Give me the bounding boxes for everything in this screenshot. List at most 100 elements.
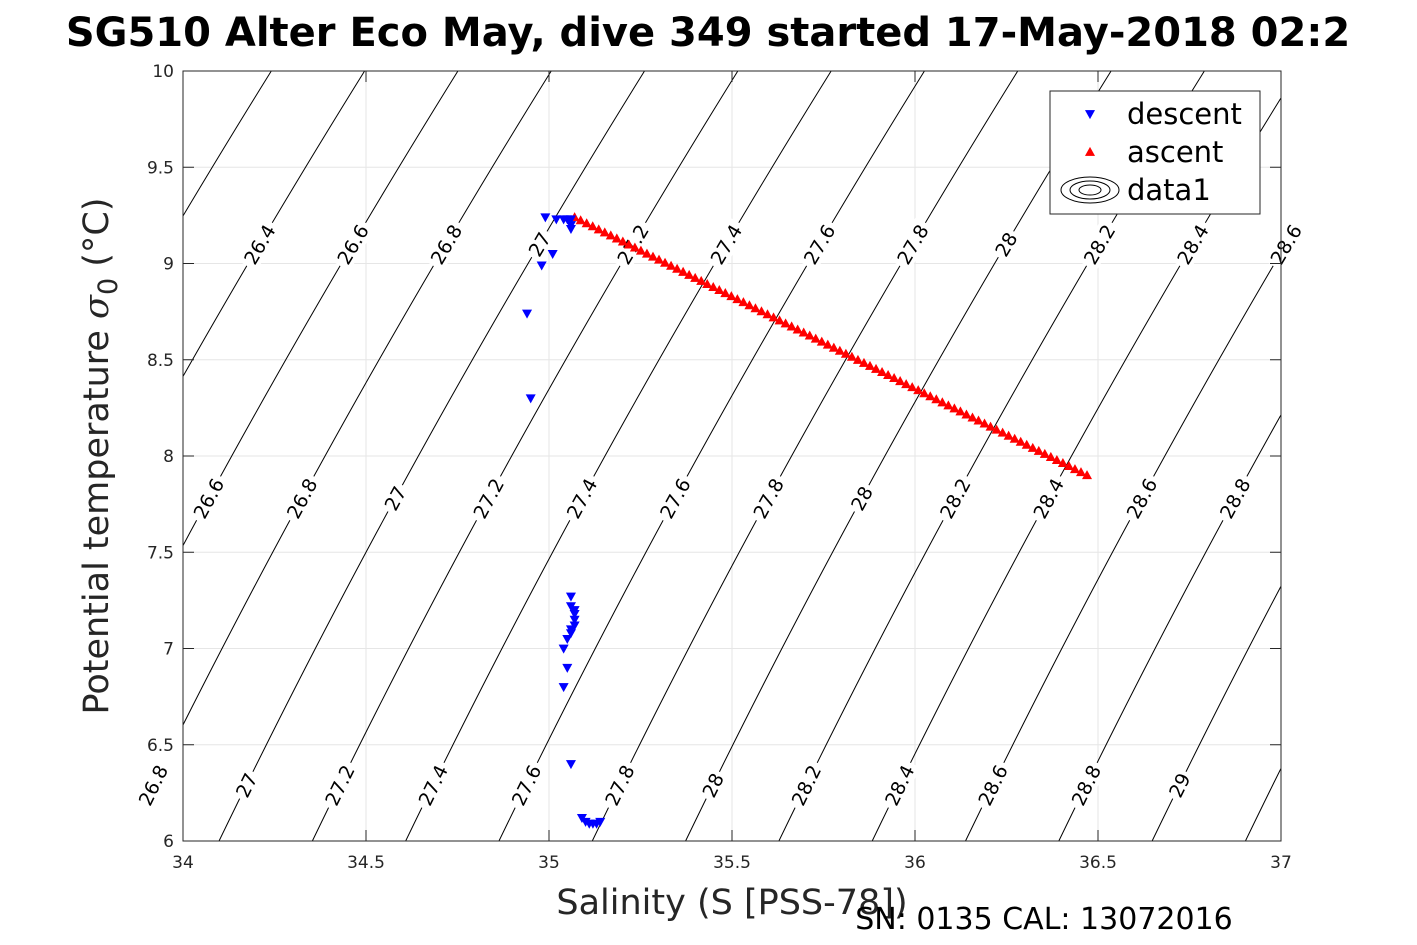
isopycnal-label-group: 28 xyxy=(696,766,730,804)
isopycnal-label-gap xyxy=(653,471,697,526)
descent-point xyxy=(551,215,562,225)
descent-point xyxy=(547,249,558,259)
isopycnal-label-gap xyxy=(933,471,977,526)
isopycnal-label: 27.6 xyxy=(508,762,546,810)
isopycnal-label: 27.8 xyxy=(601,762,639,810)
ascent-point xyxy=(919,388,930,398)
ascent-point xyxy=(720,288,731,298)
x-tick-label: 35 xyxy=(538,853,560,873)
ascent-point xyxy=(654,254,665,264)
legend-marker-descent xyxy=(1084,110,1096,120)
descent-point xyxy=(540,213,551,223)
isopycnal-label-group: 27.8 xyxy=(746,471,790,526)
ascent-point xyxy=(1039,448,1050,458)
ascent-point xyxy=(744,300,755,310)
isopycnal-line xyxy=(183,71,272,217)
ascent-point xyxy=(997,427,1008,437)
ascent-point xyxy=(708,281,719,291)
ascent-point xyxy=(967,412,978,422)
ascent-point xyxy=(858,357,869,367)
descent-point xyxy=(565,629,576,639)
isopycnal-label-group: 28 xyxy=(844,479,879,517)
x-tick-label: 35.5 xyxy=(713,853,751,873)
isopycnal-label-gap xyxy=(797,217,842,272)
isopycnal-label-group: 28.8 xyxy=(1213,471,1257,526)
ascent-point xyxy=(901,379,912,389)
ascent-point xyxy=(846,351,857,361)
isopycnal-label-group: 28 xyxy=(988,225,1024,263)
isopycnal-label: 28.2 xyxy=(788,762,826,810)
isopycnal-label-gap xyxy=(971,757,1014,813)
isopycnal-label: 28 xyxy=(991,229,1022,261)
x-tick-label: 36 xyxy=(904,853,926,873)
isopycnal-label-group: 27.2 xyxy=(318,757,361,813)
ascent-point xyxy=(985,421,996,431)
isopycnal-label-gap xyxy=(1263,217,1309,272)
y-axis-label-suffix: (°C) xyxy=(77,197,117,277)
ascent-point xyxy=(979,418,990,428)
ascent-series xyxy=(569,212,1093,480)
isopycnal-label-group: 28.6 xyxy=(1119,471,1164,526)
isopycnal-line xyxy=(965,251,1281,841)
ascent-point xyxy=(943,400,954,410)
ascent-point xyxy=(1027,442,1038,452)
isopycnal-label: 27.2 xyxy=(321,762,359,810)
ascent-point xyxy=(605,230,616,240)
y-axis-label-symbol: σ xyxy=(77,294,117,319)
x-tick-label: 34 xyxy=(172,853,194,873)
isopycnal-line xyxy=(218,71,645,841)
ascent-point xyxy=(931,394,942,404)
isopycnal-label-gap xyxy=(560,471,604,526)
isopycnal-line xyxy=(1058,413,1281,841)
isopycnal-label-group: 28.2 xyxy=(785,757,828,813)
isopycnal-label-gap xyxy=(878,757,921,813)
ascent-point xyxy=(750,303,761,313)
ascent-point xyxy=(1082,470,1093,480)
descent-point xyxy=(536,261,547,271)
isopycnal-label-group: 29 xyxy=(1162,766,1196,804)
isopycnal-line xyxy=(591,71,1019,841)
ascent-point xyxy=(581,218,592,228)
ascent-point xyxy=(762,309,773,319)
ascent-point xyxy=(889,373,900,383)
descent-point xyxy=(558,644,569,654)
ascent-point xyxy=(732,294,743,304)
ascent-point xyxy=(1021,439,1032,449)
ascent-point xyxy=(684,269,695,279)
ascent-point xyxy=(961,409,972,419)
y-tick-label: 6.5 xyxy=(147,736,174,756)
x-tick-label: 34.5 xyxy=(347,853,385,873)
isopycnal-label-gap xyxy=(1162,766,1196,804)
isopycnal-label-group: 27.8 xyxy=(598,757,641,813)
y-axis-label: Potential temperature σ0 (°C) xyxy=(77,197,124,714)
ascent-point xyxy=(780,318,791,328)
isopycnal-label-gap xyxy=(1065,757,1107,813)
descent-point xyxy=(565,224,576,234)
isopycnal-label-gap xyxy=(132,757,174,813)
ascent-point xyxy=(804,330,815,340)
isopycnal-label-group: 27.6 xyxy=(505,757,548,813)
ascent-point xyxy=(738,297,749,307)
ascent-point xyxy=(617,236,628,246)
legend-label-descent: descent xyxy=(1127,97,1242,131)
isopycnal-label-gap xyxy=(1119,471,1164,526)
isopycnal-labels: 26.4 26.6 26.8 27 27.2 27.4 27.6 27.8 28 28.2 28.4… xyxy=(132,217,1309,813)
ascent-point xyxy=(1015,436,1026,446)
isopycnal-label-gap xyxy=(330,217,375,272)
ascent-point xyxy=(1003,430,1014,440)
isopycnal-label-gap xyxy=(703,217,749,272)
isopycnal-line xyxy=(498,71,925,841)
ascent-point xyxy=(834,345,845,355)
y-tick-label: 8 xyxy=(163,447,174,467)
ascent-point xyxy=(852,354,863,364)
ascent-point xyxy=(635,245,646,255)
ascent-point xyxy=(1009,433,1020,443)
descent-point xyxy=(562,634,573,644)
legend-label-ascent: ascent xyxy=(1127,135,1223,169)
isopycnal-label-gap xyxy=(237,217,282,272)
ascent-point xyxy=(895,376,906,386)
ascent-point xyxy=(623,239,634,249)
isopycnal-label-gap xyxy=(610,217,655,272)
ascent-point xyxy=(611,233,622,243)
